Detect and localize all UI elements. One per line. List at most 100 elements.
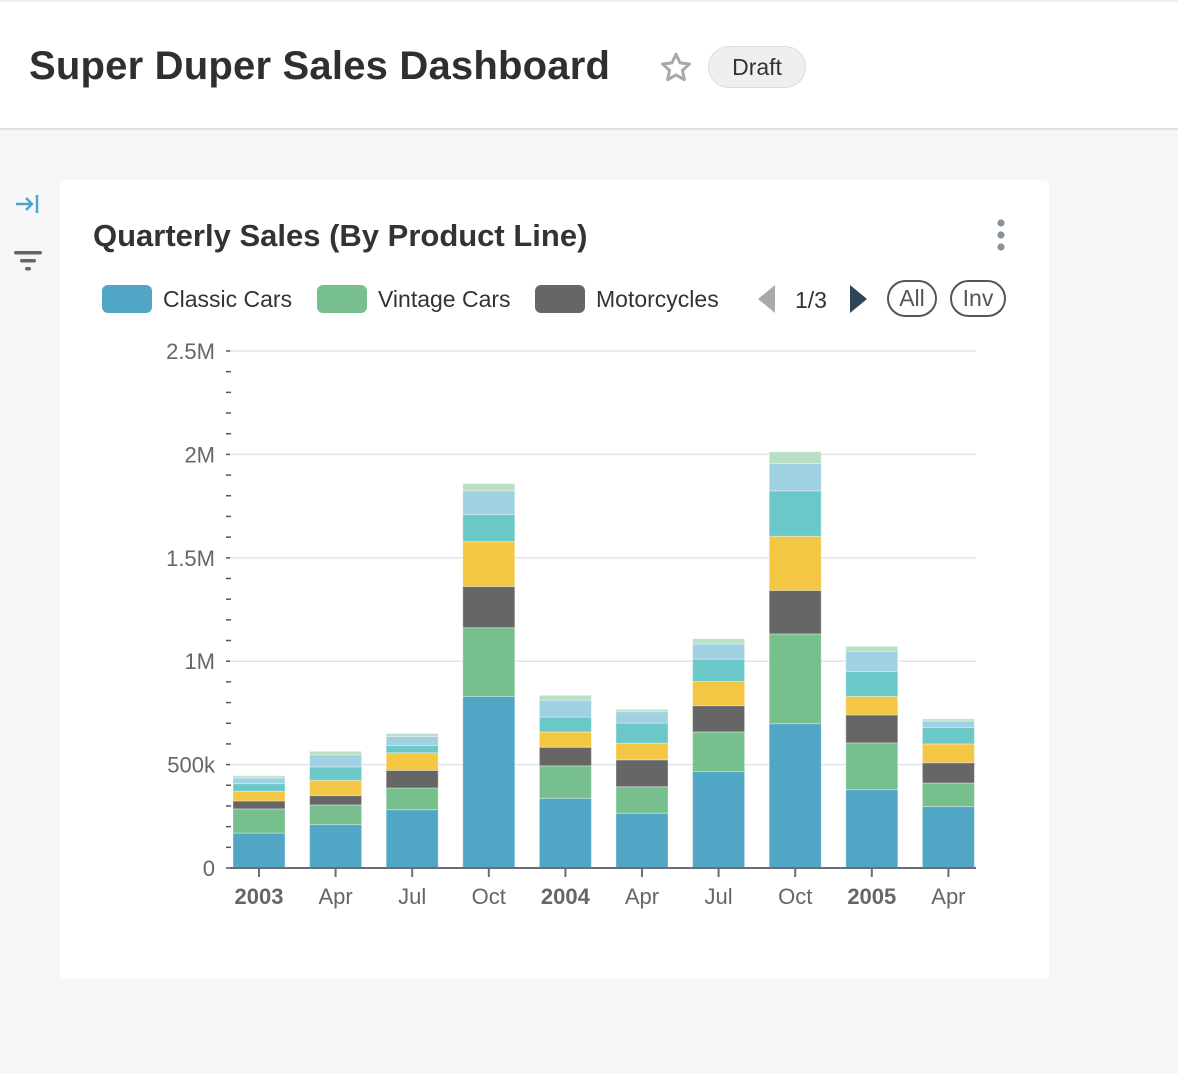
bar-segment[interactable]: [462, 541, 516, 588]
bar-segment[interactable]: [538, 694, 592, 701]
bar-segment[interactable]: [538, 731, 592, 748]
bar-segment[interactable]: [462, 483, 516, 492]
bar-segment[interactable]: [385, 752, 439, 771]
bar-segment[interactable]: [538, 699, 592, 718]
filter-icon[interactable]: [13, 248, 43, 274]
bar-segment[interactable]: [232, 783, 286, 792]
bar-segment[interactable]: [845, 695, 899, 716]
bar-segment[interactable]: [615, 711, 669, 724]
bar-segment[interactable]: [845, 650, 899, 673]
bar-segment[interactable]: [845, 671, 899, 697]
bar-segment[interactable]: [692, 731, 746, 772]
bar-segment[interactable]: [538, 765, 592, 799]
bar-segment[interactable]: [615, 742, 669, 761]
bar-segment[interactable]: [615, 812, 669, 869]
bar-segment[interactable]: [921, 806, 975, 869]
bar-segment[interactable]: [692, 680, 746, 707]
bar-segment[interactable]: [385, 745, 439, 754]
bar-segment[interactable]: [692, 770, 746, 869]
bar-segment[interactable]: [309, 750, 363, 756]
bar-segment[interactable]: [921, 718, 975, 722]
more-options-icon[interactable]: [990, 218, 1012, 254]
dashboard-header: Super Duper Sales Dashboard Draft: [0, 0, 1178, 130]
bar-segment[interactable]: [385, 787, 439, 811]
bar-segment[interactable]: [692, 643, 746, 660]
bar-segment[interactable]: [538, 797, 592, 869]
legend-item-motorcycles[interactable]: Motorcycles: [535, 283, 719, 315]
bar-segment[interactable]: [309, 766, 363, 781]
bar-segment[interactable]: [768, 589, 822, 635]
bar-segment[interactable]: [232, 790, 286, 802]
page-title: Super Duper Sales Dashboard: [29, 44, 611, 88]
bar-segment[interactable]: [921, 762, 975, 784]
bar-segment[interactable]: [462, 627, 516, 697]
legend-swatch: [317, 285, 367, 313]
bar-segment[interactable]: [309, 754, 363, 768]
bar-segment[interactable]: [921, 720, 975, 729]
bar-segment[interactable]: [385, 769, 439, 789]
legend-label: Vintage Cars: [378, 285, 511, 312]
bar-segment[interactable]: [768, 451, 822, 464]
bar-segment[interactable]: [232, 808, 286, 834]
bar-segment[interactable]: [845, 742, 899, 791]
bar-segment[interactable]: [232, 775, 286, 779]
bar-segment[interactable]: [845, 714, 899, 744]
bar-segment[interactable]: [845, 789, 899, 869]
bar-segment[interactable]: [692, 658, 746, 682]
legend-next-page-icon[interactable]: [848, 284, 870, 316]
bar-segment[interactable]: [309, 804, 363, 826]
bar-segment[interactable]: [692, 638, 746, 645]
bar-segment[interactable]: [615, 722, 669, 744]
bar-segment[interactable]: [385, 809, 439, 869]
x-tick-label: 2005: [847, 884, 896, 909]
bar-segment[interactable]: [538, 716, 592, 733]
bar-segment[interactable]: [615, 708, 669, 713]
bar-segment[interactable]: [462, 513, 516, 543]
bar-segment[interactable]: [385, 733, 439, 737]
bar-segment[interactable]: [692, 705, 746, 733]
bar-segment[interactable]: [462, 695, 516, 869]
x-tick-label: Apr: [625, 884, 659, 909]
x-tick-label: Oct: [778, 884, 812, 909]
bar-segment[interactable]: [385, 735, 439, 747]
bar-segment[interactable]: [462, 490, 516, 515]
legend-select-all-button[interactable]: All: [887, 280, 937, 317]
legend-prev-page-icon[interactable]: [756, 284, 778, 316]
bar-segment[interactable]: [768, 723, 822, 869]
legend-swatch: [535, 285, 585, 313]
bar-segment[interactable]: [845, 645, 899, 652]
bar-segment[interactable]: [462, 586, 516, 629]
bar-segment[interactable]: [768, 490, 822, 537]
y-tick-label: 1M: [184, 649, 215, 674]
y-tick-label: 0: [203, 856, 215, 881]
star-icon[interactable]: [658, 50, 694, 86]
bar-segment[interactable]: [768, 633, 822, 725]
legend-item-classic-cars[interactable]: Classic Cars: [102, 283, 292, 315]
expand-sidebar-icon[interactable]: [14, 192, 42, 216]
bar-segment[interactable]: [232, 800, 286, 810]
bar-segment[interactable]: [232, 777, 286, 785]
y-tick-label: 2M: [184, 442, 215, 467]
bar-segment[interactable]: [232, 832, 286, 869]
bar-segment[interactable]: [921, 727, 975, 745]
bar-segment[interactable]: [768, 462, 822, 492]
y-tick-label: 1.5M: [166, 546, 215, 571]
legend-invert-button[interactable]: Inv: [950, 280, 1006, 317]
bar-segment[interactable]: [615, 759, 669, 788]
legend-item-vintage-cars[interactable]: Vintage Cars: [317, 283, 511, 315]
x-tick-label: Jul: [705, 884, 733, 909]
chart-title: Quarterly Sales (By Product Line): [93, 218, 588, 253]
bar-segment[interactable]: [538, 746, 592, 767]
bar-segment[interactable]: [615, 786, 669, 814]
bar-segment[interactable]: [309, 824, 363, 869]
bar-segment[interactable]: [309, 779, 363, 797]
legend-page-indicator: 1/3: [795, 286, 827, 313]
bar-segment[interactable]: [921, 743, 975, 764]
legend-label: Motorcycles: [596, 285, 719, 312]
legend-swatch: [102, 285, 152, 313]
bar-segment[interactable]: [921, 782, 975, 808]
bar-segment[interactable]: [768, 535, 822, 591]
bar-segment[interactable]: [309, 795, 363, 806]
y-tick-label: 2.5M: [166, 339, 215, 364]
